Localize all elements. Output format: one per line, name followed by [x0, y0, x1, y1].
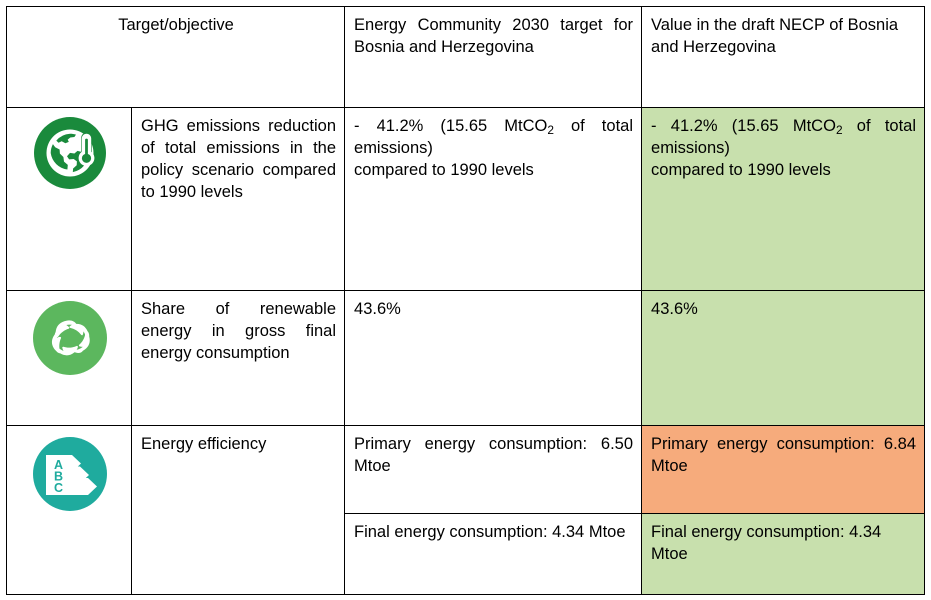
necp-targets-table: Target/objective Energy Community 2030 t…: [5, 6, 926, 595]
renewable-leaves-icon: [30, 298, 110, 378]
table-header-row: Target/objective Energy Community 2030 t…: [5, 6, 926, 108]
table-row-renewable-share: Share of renewable energy in gross final…: [6, 290, 926, 426]
table-row-energy-efficiency-primary: A B C Energy efficiency Primary energy c…: [6, 425, 926, 595]
cell-ec-target-primary-energy: Primary energy consumption: 6.50 Mtoe: [344, 425, 643, 514]
ghg-ec-value-pre: - 41.2% (15.65 MtCO: [354, 117, 548, 135]
ghg-necp-value-post: of total emissions): [651, 117, 917, 158]
svg-text:A: A: [54, 458, 63, 472]
cell-necp-value-primary-energy: Primary energy consumption: 6.84 Mtoe: [641, 425, 926, 514]
header-target-objective: Target/objective: [5, 6, 346, 108]
svg-text:B: B: [54, 470, 63, 484]
cell-necp-value-ghg: - 41.2% (15.65 MtCO2 of total emissions)…: [641, 107, 926, 291]
icon-cell-ghg: [6, 107, 132, 291]
cell-ec-target-final-energy: Final energy consumption: 4.34 Mtoe: [344, 513, 643, 595]
globe-thermometer-icon: [32, 115, 108, 191]
table-row-energy-efficiency-final: Final energy consumption: 4.34 Mtoe Fina…: [7, 513, 926, 595]
cell-necp-value-ghg-line2: compared to 1990 levels: [651, 161, 831, 180]
ghg-necp-value-pre: - 41.2% (15.65 MtCO: [651, 117, 836, 135]
cell-ec-target-ghg-line2: compared to 1990 levels: [354, 161, 534, 180]
svg-text:C: C: [54, 481, 63, 495]
row-label-energy-efficiency: Energy efficiency: [130, 425, 346, 595]
icon-cell-energy-efficiency: A B C: [6, 425, 132, 595]
row-label-ghg: GHG emissions reduction of total emissio…: [130, 107, 346, 291]
icon-cell-renewables: [6, 290, 132, 426]
ghg-necp-subscript: 2: [835, 123, 843, 138]
energy-label-abc-icon: A B C: [29, 433, 111, 515]
ghg-ec-value-post: of total emissions): [354, 117, 633, 158]
cell-necp-value-renewable: 43.6%: [641, 290, 926, 426]
cell-necp-value-final-energy: Final energy consumption: 4.34 Mtoe: [641, 513, 926, 595]
cell-necp-value-ghg-line1: - 41.2% (15.65 MtCO2 of total emissions): [651, 115, 916, 159]
header-necp-value: Value in the draft NECP of Bosnia and He…: [641, 6, 926, 108]
cell-ec-target-renewable: 43.6%: [344, 290, 643, 426]
ghg-ec-subscript: 2: [547, 123, 554, 138]
table-row-ghg-emissions: GHG emissions reduction of total emissio…: [6, 107, 926, 291]
cell-ec-target-ghg-line1: - 41.2% (15.65 MtCO2 of total emissions): [354, 115, 633, 159]
row-label-renewable-share: Share of renewable energy in gross final…: [130, 290, 346, 426]
cell-ec-target-ghg: - 41.2% (15.65 MtCO2 of total emissions)…: [344, 107, 643, 291]
header-energy-community-target: Energy Community 2030 target for Bosnia …: [344, 6, 643, 108]
